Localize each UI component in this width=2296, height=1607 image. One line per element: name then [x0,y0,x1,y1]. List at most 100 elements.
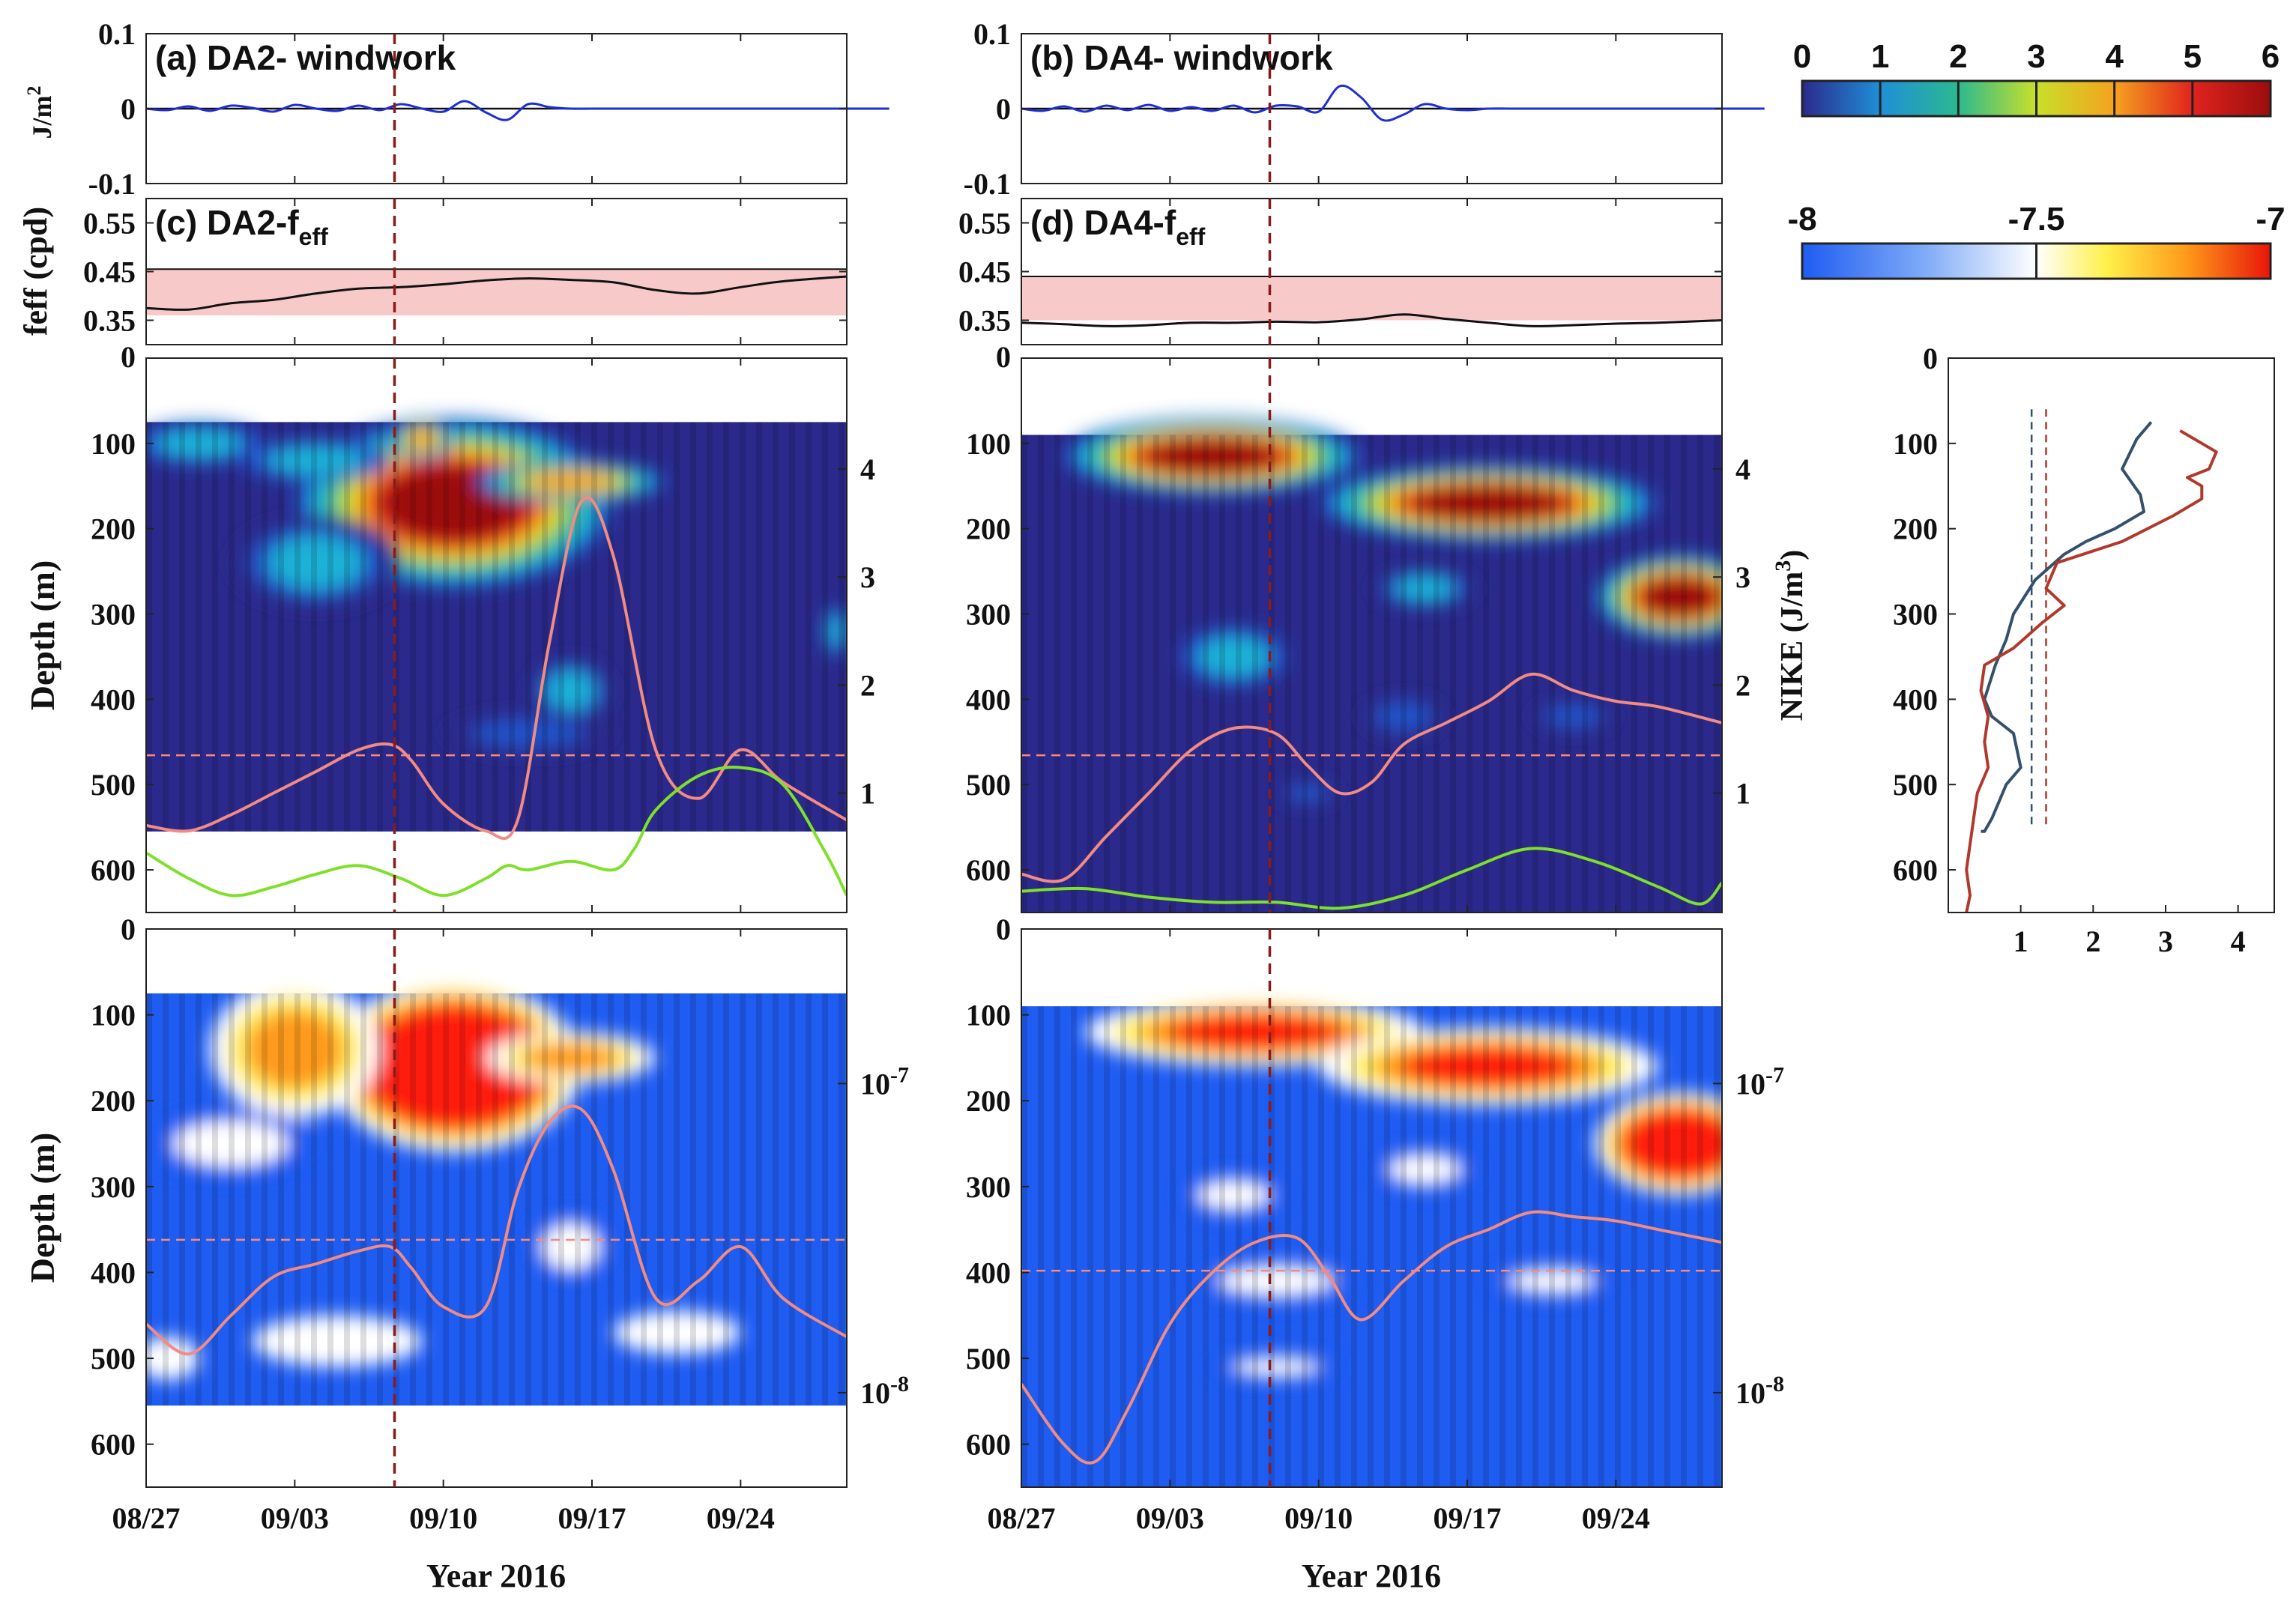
panel-e-frame [145,357,848,913]
x-tick-label: 09/24 [707,1501,775,1535]
striation [410,422,416,832]
axes-layer: 0.10-0.10.10-0.1J/m20.550.450.3500.550.4… [17,17,2275,1535]
panel-b-da4-windwork [1021,84,1765,122]
striation [558,422,564,832]
colorbar-shear: -8 -7.5 -7 [1787,201,2286,280]
panel-h-frame [145,928,848,1488]
y-tick-label: 300 [1893,598,1938,632]
striation [1087,435,1093,913]
striation [690,993,696,1406]
right-tick-exponent: -7 [1765,1062,1784,1087]
heatmap-blob [265,446,366,475]
striation [163,422,169,832]
x-axis-label-right: Year 2016 [1302,1558,1441,1594]
striation [1104,1006,1110,1487]
striation [1104,435,1110,913]
windwork-line [1021,84,1765,122]
panel-title: (c) DA2-feff [155,203,328,250]
striation [1417,435,1423,913]
y-tick-label: 200 [966,1084,1011,1118]
striation [327,993,333,1406]
striation [1681,1006,1687,1487]
panel-title-text: (b) DA4- windwork [1030,38,1333,77]
striation [690,422,696,832]
striation [1219,1006,1225,1487]
y-tick-label: 300 [91,1170,136,1204]
y-tick-label: 500 [91,768,136,802]
striation [459,993,465,1406]
striation [756,422,762,832]
x-tick-label: 09/24 [1582,1501,1650,1535]
striation [245,422,251,832]
shear-line [1021,1210,1722,1465]
heatmap-blob [268,536,364,590]
striation [525,993,531,1406]
y-tick-label: 0.35 [958,304,1011,338]
heatmap-striations [146,422,845,832]
ev1-profiles [1965,421,2218,913]
striation [1368,1006,1374,1487]
heatmap-blob [1197,636,1270,677]
striation [1137,1006,1143,1487]
striation [1565,435,1571,913]
striation [1335,1006,1341,1487]
heatmap-blobs [146,417,847,755]
striation [1269,435,1275,913]
right-tick-label: 1 [860,777,875,811]
heatmap-blob [247,1010,343,1089]
striation [311,422,317,832]
striation [608,993,614,1406]
striation [723,993,729,1406]
striation [707,993,713,1406]
striation [443,993,449,1406]
striation [674,422,680,832]
y-tick-label: 200 [966,512,1011,546]
striation [278,993,284,1406]
striation [278,422,284,832]
NIKE-line [146,496,847,840]
striation [146,993,152,1406]
x-tick-label: 09/03 [261,1501,329,1535]
panel-title-text: (a) DA2- windwork [155,38,456,77]
striation [377,993,383,1406]
panel-title-subscript: eff [299,223,328,250]
y-tick-label: 500 [1893,768,1938,802]
heatmap-striations [1021,1006,1720,1487]
striation [1417,1006,1423,1487]
colorbar-segment [1958,81,2037,116]
striation [1285,435,1291,913]
y-tick-label: 400 [966,1256,1011,1289]
right-tick-exponent: -8 [890,1372,909,1396]
colorbar-segment [2036,81,2115,116]
right-tick-label: 10-8 [1735,1372,1784,1410]
feff-line [1021,313,1723,327]
striation [1582,1006,1588,1487]
striation [1071,1006,1077,1487]
colorbar-segment [1880,81,1959,116]
striation [476,993,482,1406]
striation [1038,435,1044,913]
striation [591,422,597,832]
striation [393,993,399,1406]
striation [657,422,663,832]
striation [1351,1006,1357,1487]
panel-g-frame [1948,357,2275,913]
y-axis-label-depth-e: Depth (m) [23,560,61,711]
panel-f-frame [1021,357,1723,913]
right-tick-exponent: -7 [890,1062,909,1087]
feff-line [145,275,848,311]
y-tick-label: 400 [91,683,136,716]
striation [1615,1006,1621,1487]
striation [426,993,432,1406]
striation [1302,1006,1308,1487]
striation [1021,1006,1027,1487]
green-line [1021,847,1722,910]
heatmap-blobs [1063,417,1722,806]
y-tick-label: 0 [996,92,1011,126]
heatmap-blob [522,1043,619,1073]
right-tick-label: 10-8 [860,1372,909,1410]
heatmap-blob [1395,576,1455,601]
x-axis-label-left: Year 2016 [426,1558,566,1594]
striation [1714,435,1720,913]
striation [1302,435,1308,913]
